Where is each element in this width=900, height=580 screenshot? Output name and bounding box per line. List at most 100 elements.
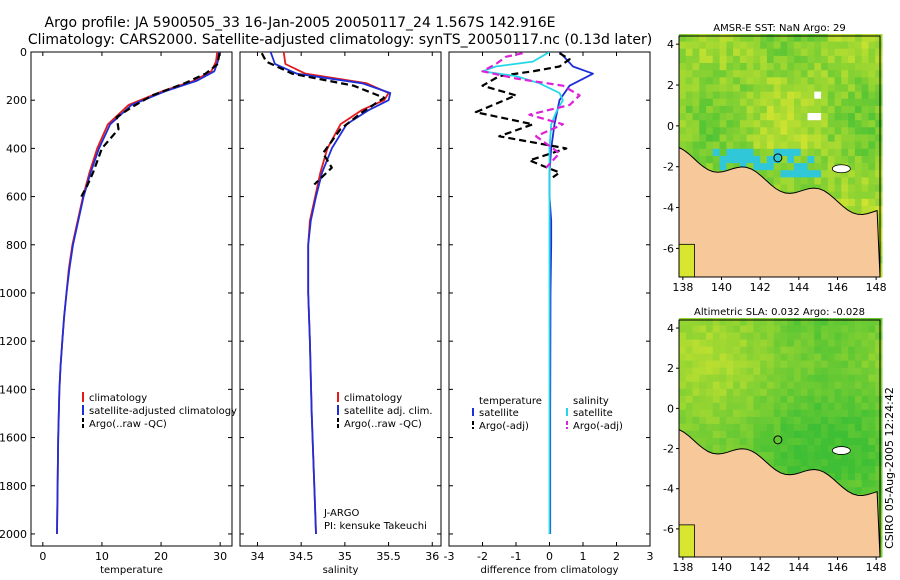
sla_map-cell [719,374,727,382]
sla_map-cell [821,458,829,467]
sla_map-cell [685,409,694,417]
difference-xlabel: difference from climatology [481,565,619,576]
sst_map-cell [726,69,734,78]
sst_map-cell [773,76,781,85]
sst_map-cell [733,148,741,156]
sst_map-cell [712,55,721,63]
sla_map-cell [827,451,836,460]
sla_map-cell [685,332,694,340]
sst_map-cell [719,62,727,71]
sst_map-cell [712,119,721,128]
sla_map-cell [834,472,842,481]
sst_map-cell [834,41,842,49]
sst_map-cell [739,134,748,142]
sst_map-cell [827,169,836,178]
salinity-xtick-label: 34.5 [289,550,314,563]
sst_map-cell [706,69,714,78]
sla_map-cell [834,339,842,347]
sla_map-cell [726,416,734,424]
sst_map-cell [875,148,883,156]
sla_map-cell [800,388,809,396]
sst_map-cell [827,155,836,164]
sla_map-cell [821,318,829,326]
sst_map-cell [814,141,822,149]
sst_map-cell [726,98,734,106]
sst_map-cell [848,62,856,71]
sst_map-title: AMSR-E SST: NaN Argo: 29 [713,23,846,34]
sla_map-cell [739,388,748,396]
sst_map-cell [780,98,788,106]
sla_map-cell [814,395,822,403]
sst_map-cell [787,62,795,71]
sla_map-cell [760,409,768,417]
sla_map-cell [733,374,741,382]
sla_map-cell [875,325,883,333]
sst_map-cell [685,69,694,78]
sst_map-cell [807,141,815,149]
sla_map-cell [773,416,781,424]
sst_map-cell [787,76,795,85]
sla_map-cell [712,360,721,368]
sla_map-cell [814,430,822,438]
sla_map-cell [706,367,714,375]
sla_map-cell [814,402,822,410]
sst_map-cell [719,41,727,49]
sst_map-cell [848,191,856,199]
sst_map-cell [760,34,768,42]
sla_map-cell [726,395,734,403]
sla_map-cell [875,409,883,417]
sla_map-ytick-label: -4 [663,483,674,496]
sst_map-cell [821,148,829,156]
sla_map-cell [773,465,781,474]
sla_map-cell [706,318,714,326]
sla_map-cell [875,465,883,474]
sst_map-cell [807,176,815,185]
sla_map-cell [719,402,727,410]
sst_map-cell [679,141,687,149]
sst_map-cell [814,148,822,156]
sla_map-cell [807,339,815,347]
sst_map-cell [827,69,836,78]
sst_map-cell [800,41,809,49]
sst_map-cell [719,98,727,106]
sst_map-cell [794,155,802,164]
sla_map-cell [699,402,707,410]
sst_map-cell [760,162,768,171]
sst_map-cell [868,191,876,199]
sst_map-cell [821,98,829,106]
sla_map-cell [753,325,761,333]
sst_map-cell [706,76,714,85]
side-stamp: CSIRO 05-Aug-2005 12:24:42 [883,387,896,549]
sla_map-cell [726,374,734,382]
sst_map-cell [821,105,829,113]
sst_map-cell [787,184,795,192]
sla_map-cell [780,423,788,431]
sst_map-cell [854,119,863,128]
sst_map-cell [753,126,761,135]
temperature-xtick-label: 10 [95,550,109,563]
sst_map-cell [692,91,700,99]
sst_map-cell [827,34,836,42]
sst_map-cell [875,212,883,221]
sla_map-cell [712,339,721,347]
sla_map-cell [787,339,795,347]
sst_map-cell [861,205,869,214]
sst_map-cell [807,62,815,71]
sla_map-cell [699,430,707,438]
sst_map-cell [787,69,795,78]
sla_map-cell [868,318,876,326]
sst_map-cell [834,62,842,71]
sst_map-cell [780,141,788,149]
sla_map-cell [733,381,741,389]
sla_map-cell [834,332,842,340]
sst_map-cell [827,84,836,92]
sst_map-cell [733,119,741,128]
sla_map-cell [773,409,781,417]
sst_map-cell [868,98,876,106]
sst_map-cell [827,48,836,56]
sla_map-ytick-label: 4 [667,322,674,335]
sst_map-cell [814,91,822,99]
sst_map-cell [821,119,829,128]
sla_map-cell [854,479,863,488]
sst_map-cell [875,198,883,206]
